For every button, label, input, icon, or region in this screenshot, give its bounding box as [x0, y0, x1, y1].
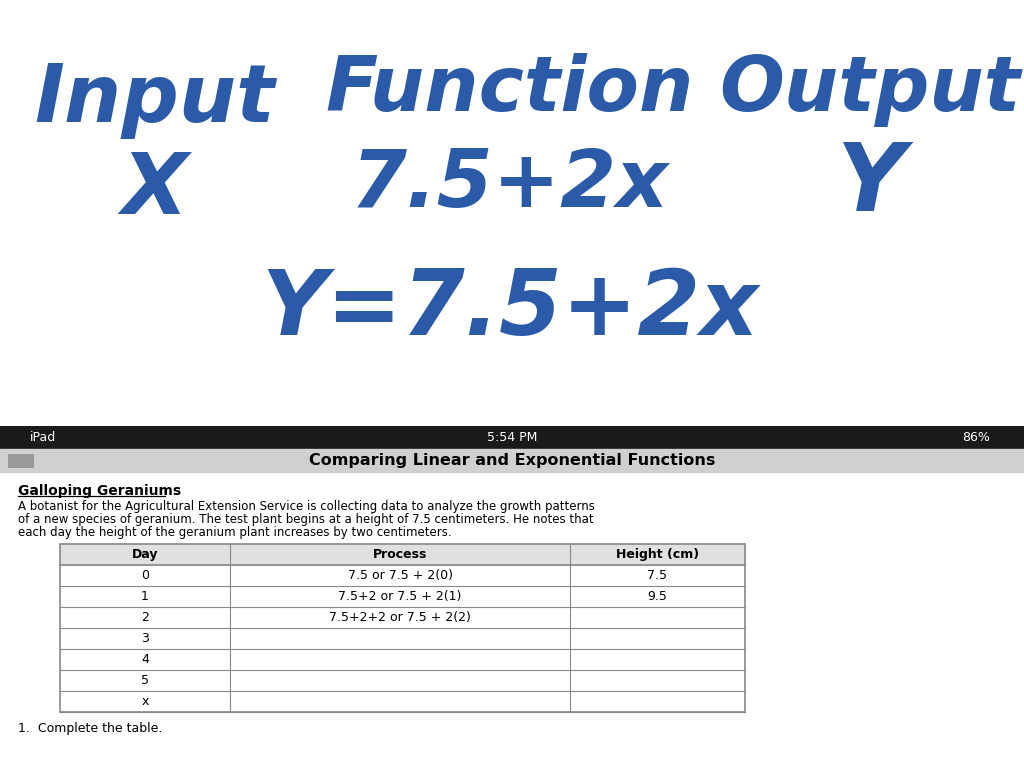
Text: 7.5 or 7.5 + 2(0): 7.5 or 7.5 + 2(0): [347, 568, 453, 581]
Bar: [0, 449, 1024, 472]
Text: Input: Input: [35, 61, 275, 139]
Text: Comparing Linear and Exponential Functions: Comparing Linear and Exponential Functio…: [309, 453, 715, 468]
Text: Y: Y: [836, 139, 904, 231]
Text: A botanist for the Agricultural Extension Service is collecting data to analyze : A botanist for the Agricultural Extensio…: [18, 501, 595, 513]
Text: iPad: iPad: [30, 432, 56, 444]
Text: of a new species of geranium. The test plant begins at a height of 7.5 centimete: of a new species of geranium. The test p…: [18, 514, 594, 526]
Text: 5: 5: [141, 674, 150, 687]
Text: 5:54 PM: 5:54 PM: [486, 432, 538, 444]
Text: Height (cm): Height (cm): [616, 548, 699, 561]
Text: 3: 3: [141, 632, 148, 644]
Text: Galloping Geraniums: Galloping Geraniums: [18, 485, 181, 498]
Text: 7.5+2 or 7.5 + 2(1): 7.5+2 or 7.5 + 2(1): [338, 590, 462, 603]
Text: x: x: [141, 695, 148, 708]
Text: Function: Function: [326, 53, 694, 127]
Text: 1.  Complete the table.: 1. Complete the table.: [18, 722, 163, 735]
Text: 4: 4: [141, 653, 148, 666]
Text: 1: 1: [141, 590, 148, 603]
Text: Process: Process: [373, 548, 427, 561]
Text: X: X: [122, 148, 188, 231]
Text: 7.5+2+2 or 7.5 + 2(2): 7.5+2+2 or 7.5 + 2(2): [329, 611, 471, 624]
Text: 86%: 86%: [963, 432, 990, 444]
Text: Day: Day: [132, 548, 159, 561]
Bar: [60, 544, 745, 712]
Text: 7.5: 7.5: [647, 568, 668, 581]
Text: 2: 2: [141, 611, 148, 624]
Text: Y=7.5+2x: Y=7.5+2x: [261, 266, 759, 354]
Bar: [60, 544, 745, 564]
Text: 7.5+2x: 7.5+2x: [351, 146, 669, 224]
Bar: [0, 426, 1024, 449]
Text: 9.5: 9.5: [647, 590, 668, 603]
Text: Output: Output: [720, 53, 1021, 127]
Bar: [8, 455, 34, 468]
Text: each day the height of the geranium plant increases by two centimeters.: each day the height of the geranium plan…: [18, 526, 452, 539]
Text: 0: 0: [141, 568, 150, 581]
